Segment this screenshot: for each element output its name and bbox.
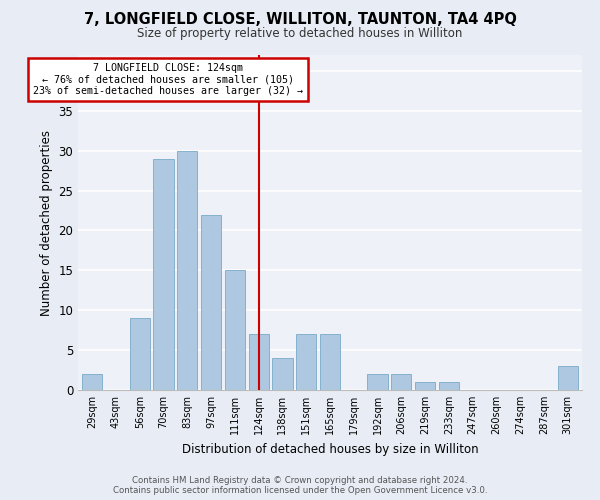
X-axis label: Distribution of detached houses by size in Williton: Distribution of detached houses by size … xyxy=(182,442,478,456)
Bar xyxy=(201,214,221,390)
Text: 7, LONGFIELD CLOSE, WILLITON, TAUNTON, TA4 4PQ: 7, LONGFIELD CLOSE, WILLITON, TAUNTON, T… xyxy=(83,12,517,28)
Bar xyxy=(367,374,388,390)
Bar xyxy=(130,318,150,390)
Bar xyxy=(177,150,197,390)
Bar xyxy=(272,358,293,390)
Text: Contains HM Land Registry data © Crown copyright and database right 2024.
Contai: Contains HM Land Registry data © Crown c… xyxy=(113,476,487,495)
Text: 7 LONGFIELD CLOSE: 124sqm
← 76% of detached houses are smaller (105)
23% of semi: 7 LONGFIELD CLOSE: 124sqm ← 76% of detac… xyxy=(34,63,304,96)
Bar xyxy=(391,374,412,390)
Text: Size of property relative to detached houses in Williton: Size of property relative to detached ho… xyxy=(137,28,463,40)
Y-axis label: Number of detached properties: Number of detached properties xyxy=(40,130,53,316)
Bar xyxy=(82,374,103,390)
Bar xyxy=(154,158,173,390)
Bar xyxy=(296,334,316,390)
Bar xyxy=(557,366,578,390)
Bar xyxy=(248,334,269,390)
Bar xyxy=(320,334,340,390)
Bar xyxy=(225,270,245,390)
Bar xyxy=(439,382,459,390)
Bar xyxy=(415,382,435,390)
